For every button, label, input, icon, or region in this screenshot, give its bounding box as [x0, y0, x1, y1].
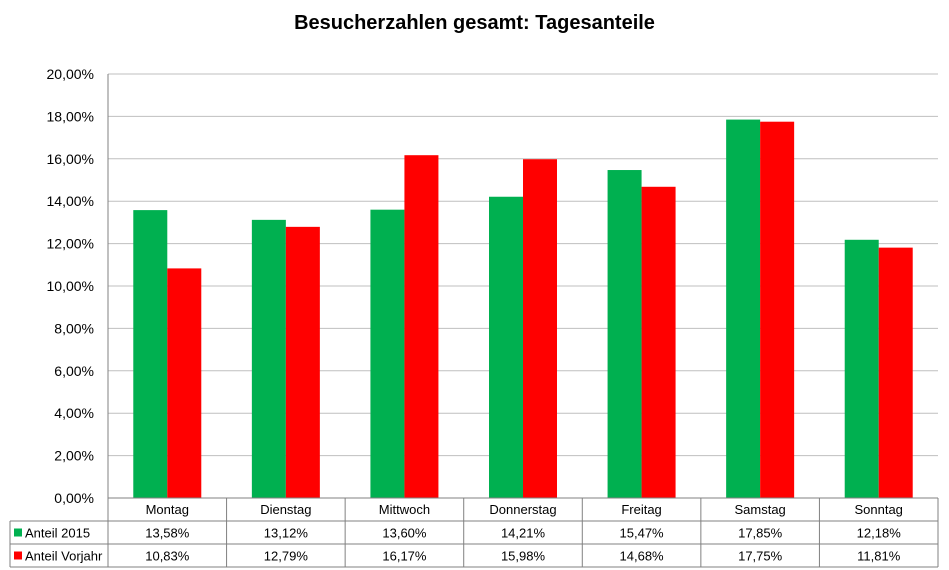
data-label: 14,68% [620, 549, 665, 564]
y-tick-label: 18,00% [47, 108, 94, 124]
y-tick-label: 8,00% [54, 320, 94, 336]
bar [133, 210, 168, 498]
data-label: 12,18% [857, 526, 902, 541]
legend-label: Anteil 2015 [25, 526, 90, 541]
x-tick-label: Donnerstag [489, 502, 556, 517]
data-label: 12,79% [264, 549, 309, 564]
bar [844, 239, 879, 498]
data-label: 14,21% [501, 526, 546, 541]
legend-swatch [14, 551, 22, 560]
data-label: 13,12% [264, 526, 309, 541]
bar [641, 186, 676, 498]
bar [370, 209, 405, 498]
y-tick-label: 0,00% [54, 490, 94, 506]
bar [404, 155, 439, 499]
x-tick-label: Dienstag [260, 502, 311, 517]
y-tick-label: 14,00% [47, 193, 94, 209]
data-label: 16,17% [382, 549, 427, 564]
y-tick-label: 10,00% [47, 278, 94, 294]
bar [251, 219, 286, 498]
data-label: 15,47% [620, 526, 665, 541]
x-tick-label: Sonntag [854, 502, 902, 517]
bar [726, 119, 761, 498]
x-tick-label: Freitag [621, 502, 661, 517]
bar [760, 121, 795, 498]
bar [523, 159, 557, 498]
data-label: 17,75% [738, 549, 783, 564]
legend-label: Anteil Vorjahr [25, 549, 103, 564]
y-tick-label: 20,00% [47, 66, 94, 82]
y-tick-label: 2,00% [54, 448, 94, 464]
y-tick-label: 16,00% [47, 151, 94, 167]
data-label: 13,60% [382, 526, 427, 541]
data-label: 13,58% [145, 526, 190, 541]
chart-title: Besucherzahlen gesamt: Tagesanteile [294, 12, 655, 34]
bar [167, 268, 202, 498]
y-tick-label: 6,00% [54, 363, 94, 379]
bar [878, 247, 913, 498]
bar [489, 196, 523, 499]
y-tick-label: 12,00% [47, 236, 94, 252]
data-label: 15,98% [501, 549, 546, 564]
bar [285, 226, 320, 499]
data-label: 11,81% [857, 549, 901, 564]
x-tick-label: Samstag [734, 502, 785, 517]
x-tick-label: Montag [146, 502, 189, 517]
y-tick-label: 4,00% [54, 405, 94, 421]
data-label: 17,85% [738, 526, 783, 541]
bar [607, 170, 642, 498]
x-tick-label: Mittwoch [379, 502, 430, 517]
data-label: 10,83% [145, 549, 190, 564]
legend-swatch [14, 528, 22, 537]
